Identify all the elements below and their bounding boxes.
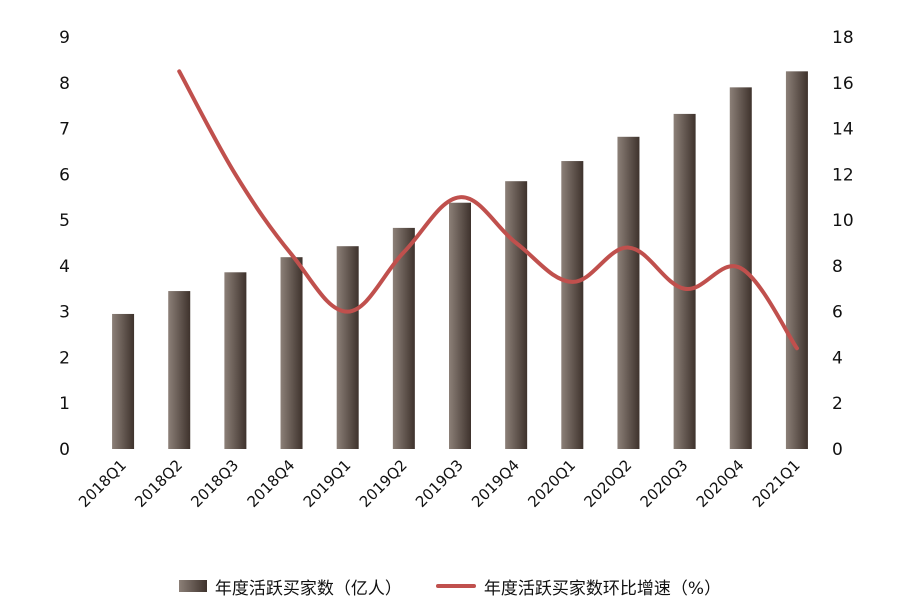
- bar: [336, 246, 359, 449]
- y-right-tick-label: 12: [832, 165, 854, 185]
- y-left-tick-label: 2: [59, 348, 70, 368]
- y-left-tick-label: 0: [59, 440, 70, 460]
- y-right-tick-label: 6: [832, 303, 843, 323]
- x-tick-label: 2019Q4: [468, 456, 523, 511]
- x-tick-label: 2020Q3: [637, 456, 692, 511]
- legend: 年度活跃买家数（亿人） 年度活跃买家数环比增速（%）: [0, 572, 900, 600]
- bar: [561, 161, 584, 449]
- bar: [449, 202, 471, 449]
- bar: [617, 136, 640, 449]
- bar: [168, 291, 191, 449]
- y-right-tick-label: 10: [832, 211, 854, 231]
- bar: [280, 257, 303, 449]
- y-left-tick-label: 4: [59, 257, 70, 277]
- y-left-tick-label: 9: [59, 28, 70, 48]
- y-axis-left: 0 1 2 3 4 5 6 7 8 9: [59, 28, 70, 460]
- y-right-tick-label: 4: [832, 348, 843, 368]
- x-tick-label: 2019Q2: [356, 456, 411, 511]
- bar-series: [112, 71, 808, 449]
- x-tick-label: 2020Q2: [580, 456, 635, 511]
- y-axis-right: 0 2 4 6 8 10 12 14 16 18: [832, 28, 854, 460]
- legend-bar-label: 年度活跃买家数（亿人）: [214, 578, 402, 599]
- x-tick-label: 2018Q2: [131, 456, 186, 511]
- legend-item-line: 年度活跃买家数环比增速（%）: [435, 574, 722, 599]
- legend-bar-swatch: [178, 580, 207, 592]
- y-left-tick-label: 8: [59, 74, 70, 94]
- x-tick-label: 2019Q3: [412, 456, 467, 511]
- x-tick-label: 2018Q1: [75, 456, 130, 511]
- growth-line: [177, 69, 799, 351]
- x-axis: 2018Q1 2018Q2 2018Q3 2018Q4 2019Q1 2019Q2 2019…: [75, 456, 804, 511]
- bar: [785, 71, 808, 449]
- y-left-tick-label: 1: [59, 394, 70, 414]
- x-tick-label: 2018Q3: [187, 456, 242, 511]
- y-left-tick-label: 5: [59, 211, 70, 231]
- bar: [673, 113, 696, 449]
- y-right-tick-label: 2: [832, 394, 843, 414]
- y-right-tick-label: 18: [832, 28, 854, 48]
- x-tick-label: 2020Q1: [524, 456, 579, 511]
- bar: [505, 181, 528, 449]
- y-left-tick-label: 7: [59, 120, 70, 140]
- bar: [224, 272, 247, 449]
- legend-item-bars: 年度活跃买家数（亿人）: [178, 574, 402, 599]
- y-left-tick-label: 6: [59, 165, 70, 185]
- bar: [392, 227, 415, 449]
- legend-line-label: 年度活跃买家数环比增速（%）: [483, 578, 722, 599]
- x-tick-label: 2018Q4: [244, 456, 299, 511]
- legend-line-swatch: [435, 584, 476, 588]
- y-right-tick-label: 0: [832, 440, 843, 460]
- bar: [112, 313, 135, 449]
- line-series: [177, 69, 799, 351]
- y-right-tick-label: 16: [832, 74, 854, 94]
- x-tick-label: 2020Q4: [693, 456, 748, 511]
- y-left-tick-label: 3: [59, 303, 70, 323]
- x-tick-label: 2021Q1: [749, 456, 804, 511]
- y-right-tick-label: 8: [832, 257, 843, 277]
- x-tick-label: 2019Q1: [300, 456, 355, 511]
- y-right-tick-label: 14: [832, 120, 854, 140]
